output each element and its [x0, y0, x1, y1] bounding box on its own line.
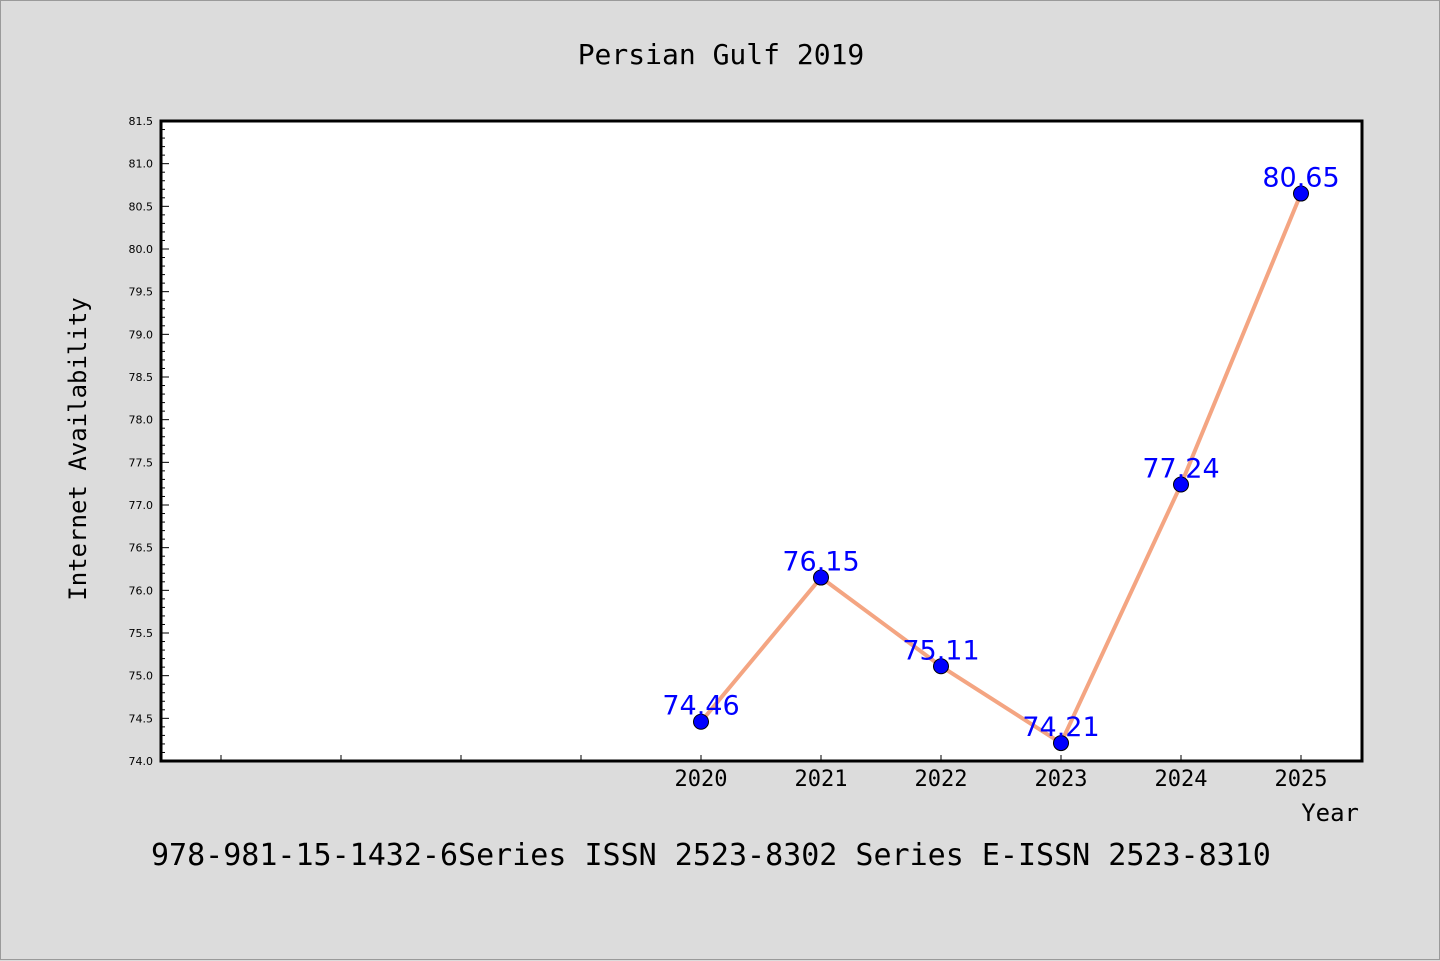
y-tick-label: 74.5	[129, 712, 154, 725]
y-tick-label: 80.0	[129, 243, 154, 256]
data-points	[693, 185, 1309, 752]
x-tick-label: 2020	[675, 767, 728, 792]
y-tick-label: 76.5	[129, 542, 154, 555]
data-label: 74.46	[662, 691, 739, 722]
y-tick-label: 78.5	[129, 371, 154, 384]
series-polyline	[699, 192, 1303, 746]
x-tick-label: 2023	[1035, 767, 1088, 792]
data-label: 77.24	[1142, 454, 1219, 485]
y-tick-label: 74.0	[129, 755, 154, 768]
y-tick-label: 78.0	[129, 414, 154, 427]
data-point	[813, 569, 829, 586]
y-tick-label: 81.0	[129, 158, 154, 171]
plot-area	[159, 119, 1364, 763]
y-tick-label: 79.5	[129, 286, 154, 299]
data-point	[1053, 735, 1069, 752]
y-tick-label: 79.0	[129, 328, 154, 341]
data-point	[1173, 476, 1189, 493]
data-label: 80.65	[1262, 163, 1339, 194]
y-tick-label: 76.0	[129, 584, 154, 597]
data-label: 76.15	[782, 547, 859, 578]
data-label: 74.21	[1022, 712, 1099, 743]
y-tick-label: 75.0	[129, 670, 154, 683]
x-tick-label: 2022	[915, 767, 968, 792]
x-tick-label: 2025	[1275, 767, 1328, 792]
footer-text: 978-981-15-1432-6Series ISSN 2523-8302 S…	[151, 838, 1271, 873]
data-point	[1293, 185, 1309, 202]
data-labels: 74.46 76.15 75.11 74.21 77.24 80.65	[662, 163, 1339, 744]
y-tick-label: 75.5	[129, 627, 154, 640]
x-axis: 2020 2021 2022 2023 2024 2025	[220, 755, 1328, 792]
x-tick-label: 2021	[795, 767, 848, 792]
y-axis-label: Internet Availability	[64, 297, 92, 600]
x-tick-label: 2024	[1155, 767, 1208, 792]
y-tick-label: 80.5	[129, 200, 154, 213]
data-point	[933, 658, 949, 675]
y-tick-label: 77.0	[129, 499, 154, 512]
series-line	[699, 192, 1303, 746]
x-axis-label: Year	[1301, 799, 1359, 827]
data-point	[693, 713, 709, 730]
y-tick-label: 81.5	[129, 115, 154, 128]
y-tick-label: 77.5	[129, 456, 154, 469]
y-axis: 74.0 74.5 75.0 75.5 76.0 76.5 77.0 77.5 78.0 78.5…	[129, 115, 169, 768]
data-label: 75.11	[902, 635, 979, 666]
chart-title: Persian Gulf 2019	[578, 38, 865, 71]
